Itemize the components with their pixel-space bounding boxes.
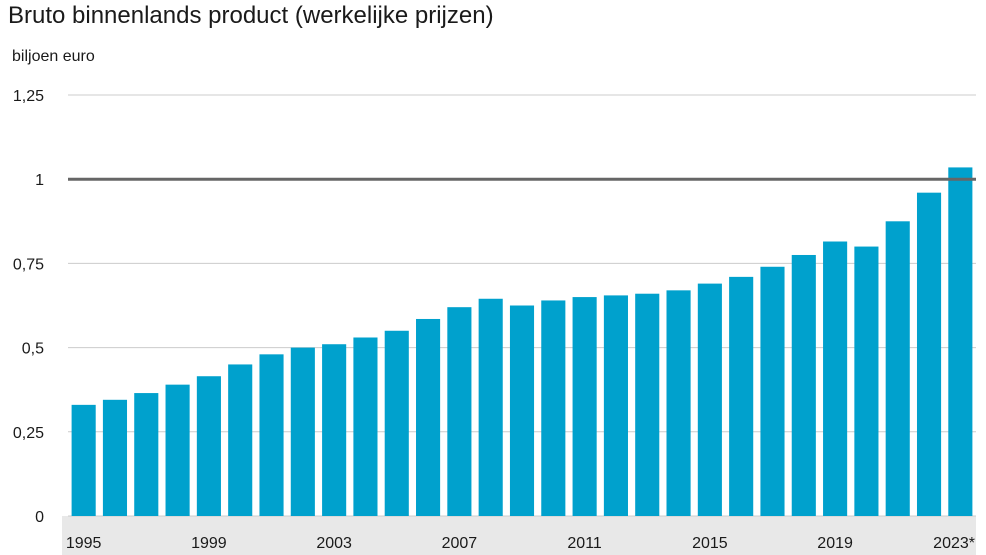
x-axis-band: [62, 516, 976, 555]
bar-2005: [384, 330, 409, 516]
y-tick-label: 0,75: [13, 256, 44, 273]
x-tick-label: 2011: [567, 535, 602, 552]
x-tick-label: 1995: [66, 535, 102, 552]
x-tick-label: 2007: [442, 535, 478, 552]
x-tick-label: 2003: [316, 535, 352, 552]
bar-2019: [823, 241, 848, 516]
bar-2021: [885, 221, 910, 517]
y-tick-label: 0,5: [22, 341, 44, 358]
bar-2007: [447, 307, 472, 516]
bar-2000: [228, 364, 253, 516]
bar-1996: [102, 399, 128, 516]
bar-1998: [165, 384, 190, 516]
x-tick-label: 2023*: [933, 535, 975, 552]
bar-2015: [697, 283, 722, 516]
bar-1997: [134, 393, 159, 516]
bar-2020: [854, 246, 879, 516]
bar-2010: [541, 300, 566, 516]
bar-2022: [916, 192, 942, 516]
bar-1995: [71, 404, 96, 516]
chart-title: Bruto binnenlands product (werkelijke pr…: [8, 2, 494, 29]
bar-2001: [259, 354, 284, 516]
y-tick-label: 1: [35, 172, 44, 189]
y-axis-unit-label: biljoen euro: [12, 48, 95, 65]
bar-2017: [760, 266, 785, 516]
bar-2012: [603, 295, 628, 516]
bar-2006: [416, 318, 441, 516]
y-tick-label: 0,25: [13, 425, 44, 442]
bar-2023: [948, 167, 973, 517]
x-tick-label: 1999: [191, 535, 227, 552]
bar-2003: [322, 344, 347, 516]
bar-2004: [353, 337, 378, 516]
bar-2009: [509, 305, 535, 516]
bar-2018: [791, 254, 816, 517]
bar-2011: [572, 297, 597, 516]
y-tick-label: 1,25: [13, 88, 44, 105]
bar-2013: [635, 293, 660, 516]
y-tick-label: 0: [35, 509, 44, 526]
bar-2014: [666, 290, 691, 516]
bar-2002: [290, 347, 315, 516]
x-tick-label: 2015: [692, 535, 728, 552]
bar-2016: [729, 276, 754, 516]
bar-1999: [196, 376, 221, 516]
x-tick-label: 2019: [817, 535, 853, 552]
bar-2008: [478, 298, 503, 516]
